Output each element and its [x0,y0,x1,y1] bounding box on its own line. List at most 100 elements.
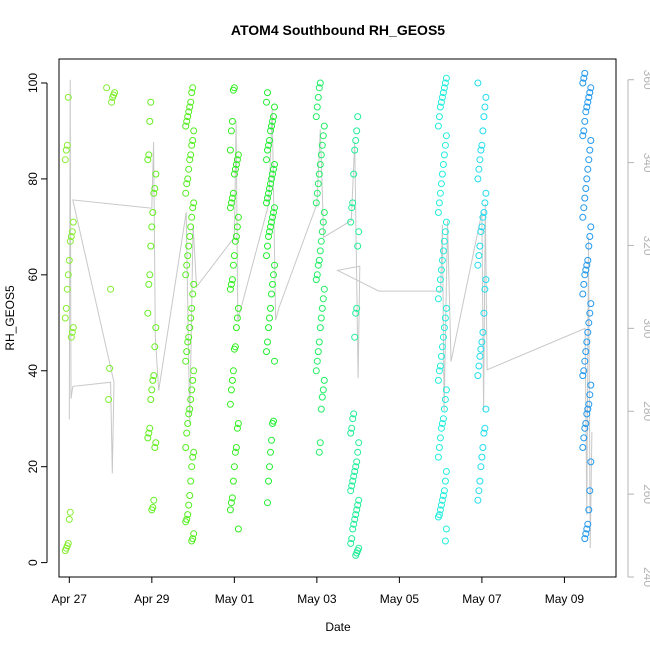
data-point [185,242,193,250]
data-point [353,127,361,135]
data-point [315,256,323,264]
data-point [581,424,589,432]
data-point [230,463,238,471]
data-point [318,393,326,401]
data-point [477,146,485,154]
data-point [480,209,488,216]
data-point [354,113,362,121]
data-point [186,156,194,164]
data-point [437,424,445,432]
data-point [442,218,450,226]
data-point [185,108,193,116]
x-tick-label: May 05 [380,592,420,606]
data-point [68,328,76,336]
data-point [580,127,588,135]
data-point [474,261,482,269]
data-point [347,487,355,495]
data-point [580,74,588,82]
data-point [62,304,70,312]
data-point [266,185,273,192]
data-point [270,113,277,121]
data-point [586,233,594,240]
data-point [187,314,195,322]
data-point [440,405,448,413]
data-point [441,228,449,236]
data-point [442,74,450,82]
data-point [152,324,160,332]
y-axis-label: RH_GEOS5 [3,285,17,351]
data-point [474,175,482,183]
data-point [313,103,321,111]
data-point [185,333,193,341]
data-point [440,237,448,245]
data-point [146,117,154,125]
data-point [587,458,595,466]
data-point [189,376,197,384]
data-point [144,309,152,317]
data-point [315,170,323,178]
data-point [184,113,192,121]
data-point [271,103,278,111]
data-point [190,280,198,288]
right-tick-label: 300 [641,318,650,338]
data-point [263,98,270,106]
data-point [183,180,191,188]
data-point [264,499,271,507]
data-point [234,525,242,533]
data-point [268,218,275,226]
data-point [145,280,153,288]
data-point [314,348,322,356]
data-point [579,290,587,298]
y-tick-label: 100 [26,73,40,93]
data-point [187,223,195,231]
data-point [587,137,595,144]
x-tick-label: May 01 [215,592,255,606]
data-point [441,314,449,322]
data-point [584,256,592,264]
data-point [317,151,325,159]
data-point [188,386,196,394]
data-point [267,448,274,456]
data-point [439,247,447,255]
data-point [477,463,485,471]
data-point [582,420,590,427]
data-point [269,280,276,288]
data-point [268,290,275,298]
data-point [312,367,320,375]
data-point [271,161,278,168]
data-point [581,69,589,77]
data-point [584,165,592,173]
data-point [580,367,588,375]
data-point [441,477,449,485]
data-point [149,209,157,216]
data-point [482,189,490,197]
data-point [264,194,271,202]
data-point [149,504,157,511]
data-point [479,328,487,336]
data-point [478,453,486,461]
data-point [351,146,359,154]
right-tick-label: 340 [641,153,650,173]
data-point [355,496,363,504]
data-point [182,444,190,451]
data-point [228,117,236,125]
data-point [316,247,324,255]
data-point [148,223,156,231]
data-point [582,266,590,274]
data-point [583,525,591,533]
data-point [186,103,194,111]
data-point [475,165,483,173]
data-point [481,285,489,293]
data-point [266,228,273,236]
data-point [436,506,444,514]
data-point [228,376,236,384]
data-point [353,304,361,312]
data-point [233,314,241,322]
data-point [188,141,196,149]
data-point [316,161,324,168]
data-point [265,477,272,485]
data-point [354,501,362,509]
data-point [315,84,323,92]
data-point [271,204,278,212]
data-point [190,448,198,456]
